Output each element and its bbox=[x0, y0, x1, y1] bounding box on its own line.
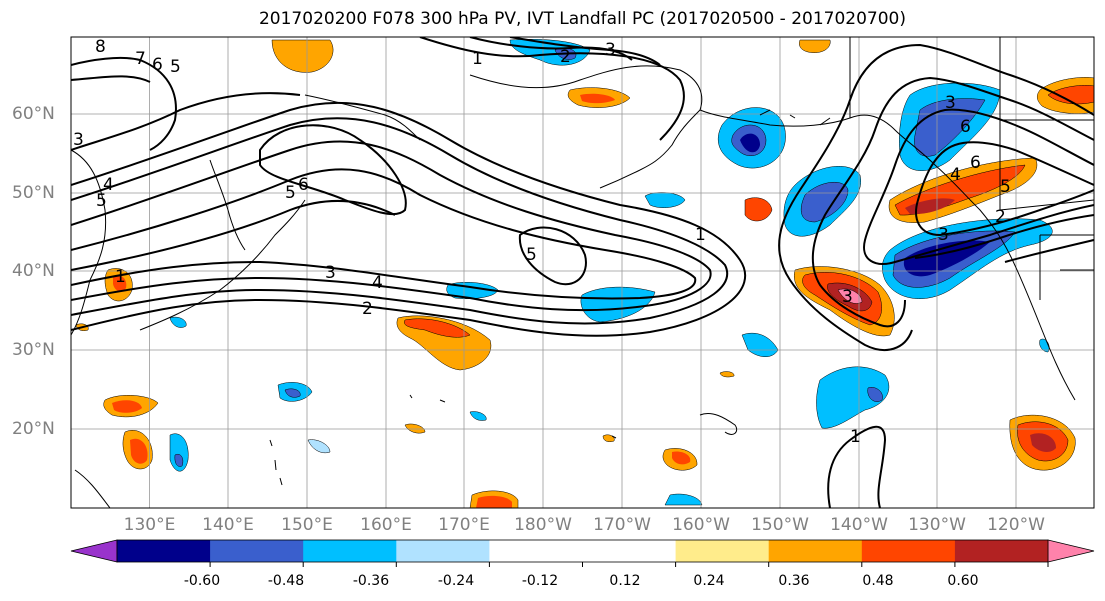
colorbar-segment bbox=[489, 540, 583, 562]
colorbar-tick-label: -0.12 bbox=[521, 573, 559, 589]
contour-3-north bbox=[509, 37, 661, 66]
contour-label: 3 bbox=[938, 225, 949, 245]
colorbar-segment bbox=[117, 540, 211, 562]
colorbar-tick-label: 0.36 bbox=[778, 573, 810, 589]
contour-jet-2 bbox=[71, 117, 728, 325]
contour-east-trough-b bbox=[811, 76, 1094, 328]
colorbar-segment bbox=[582, 540, 677, 562]
lon-label: 130°W bbox=[908, 515, 966, 535]
contour-label: 1 bbox=[850, 427, 861, 447]
contour-label: 3 bbox=[325, 263, 336, 283]
lon-label: 140°E bbox=[202, 515, 254, 535]
contour-label: 3 bbox=[945, 93, 956, 113]
colorbar-tick-label: 0.60 bbox=[947, 573, 979, 589]
colorbar bbox=[70, 539, 1095, 567]
colorbar-segment bbox=[768, 540, 863, 562]
contour-jet-1 bbox=[71, 101, 747, 337]
contour-east-trough-a bbox=[778, 43, 1094, 351]
contour-label: 3 bbox=[73, 130, 84, 150]
lon-label: 150°E bbox=[281, 515, 333, 535]
contour-label: 2 bbox=[560, 47, 571, 67]
contour-label: 3 bbox=[605, 40, 616, 60]
contour-jet-5 bbox=[71, 200, 396, 271]
contour-east-1 bbox=[827, 425, 887, 508]
colorbar-tick-label: 0.12 bbox=[609, 573, 641, 589]
contour-label: 7 bbox=[135, 49, 146, 69]
lon-label: 160°W bbox=[672, 515, 730, 535]
shade-neg-mid1 bbox=[580, 286, 656, 323]
colorbar-tick-label: 0.24 bbox=[693, 573, 725, 589]
lat-label: 50°N bbox=[12, 183, 55, 203]
colorbar-segment bbox=[954, 540, 1049, 562]
contour-label: 1 bbox=[472, 49, 483, 69]
map-title: 2017020200 F078 300 hPa PV, IVT Landfall… bbox=[258, 9, 906, 29]
contour-closed-6 bbox=[259, 124, 407, 216]
lat-label: 20°N bbox=[12, 419, 55, 439]
contour-labels: 8 7 6 5 1 2 3 3 5 6 4 5 3 4 2 1 5 1 3 3 … bbox=[73, 37, 1011, 447]
contour-2-north bbox=[469, 37, 633, 61]
contour-label: 2 bbox=[362, 299, 373, 319]
contour-label: 5 bbox=[96, 191, 107, 211]
lon-label: 120°W bbox=[987, 515, 1045, 535]
contour-upper-left bbox=[71, 56, 177, 151]
lon-label: 150°W bbox=[751, 515, 809, 535]
lon-label: 140°W bbox=[830, 515, 888, 535]
contour-label: 6 bbox=[152, 55, 163, 75]
contour-closed-5 bbox=[518, 226, 587, 285]
shade-neg-hawaii-ne bbox=[816, 366, 890, 429]
colorbar-segment bbox=[861, 540, 956, 562]
contour-label: 5 bbox=[170, 57, 181, 77]
lat-label: 30°N bbox=[12, 340, 55, 360]
lon-label: 160°E bbox=[360, 515, 412, 535]
contour-label: 4 bbox=[950, 165, 961, 185]
contour-jet-4 bbox=[71, 168, 697, 300]
coastlines bbox=[71, 37, 1094, 508]
contour-label: 5 bbox=[526, 245, 537, 265]
colorbar-tick-label: 0.48 bbox=[862, 573, 894, 589]
lon-label: 180°W bbox=[514, 515, 572, 535]
colorbar-segment bbox=[210, 540, 304, 562]
colorbar-segment bbox=[396, 540, 490, 562]
contour-1-north bbox=[419, 37, 685, 141]
colorbar-segment bbox=[303, 540, 397, 562]
contour-label: 2 bbox=[995, 207, 1006, 227]
contour-label: 6 bbox=[970, 153, 981, 173]
colorbar-tick-label: -0.48 bbox=[267, 573, 305, 589]
contour-east-trough-c bbox=[863, 108, 1094, 265]
contour-jet-3 bbox=[71, 140, 712, 312]
lon-label: 130°E bbox=[123, 515, 176, 535]
pv-contours bbox=[71, 37, 1094, 508]
colorbar-tick-label: -0.36 bbox=[352, 573, 390, 589]
colorbar-tick-label: -0.24 bbox=[437, 573, 475, 589]
contour-label: 4 bbox=[372, 273, 383, 293]
contour-label: 4 bbox=[103, 175, 114, 195]
contour-label: 5 bbox=[1000, 177, 1011, 197]
contour-label: 1 bbox=[115, 267, 126, 287]
colorbar-tick-label: -0.60 bbox=[183, 573, 221, 589]
contour-label: 6 bbox=[960, 117, 971, 137]
contour-label: 6 bbox=[298, 175, 309, 195]
contour-label: 1 bbox=[695, 225, 706, 245]
contour-label: 3 bbox=[842, 287, 853, 307]
lon-label: 170°E bbox=[438, 515, 490, 535]
lat-label: 60°N bbox=[12, 104, 55, 124]
lon-label: 170°W bbox=[593, 515, 651, 535]
colorbar-extend-low bbox=[70, 539, 118, 563]
contour-label: 5 bbox=[285, 183, 296, 203]
contour-label: 8 bbox=[95, 37, 106, 57]
colorbar-segment bbox=[675, 540, 770, 562]
lat-label: 40°N bbox=[12, 261, 55, 281]
map-frame bbox=[70, 36, 1095, 509]
colorbar-extend-high bbox=[1047, 539, 1095, 563]
